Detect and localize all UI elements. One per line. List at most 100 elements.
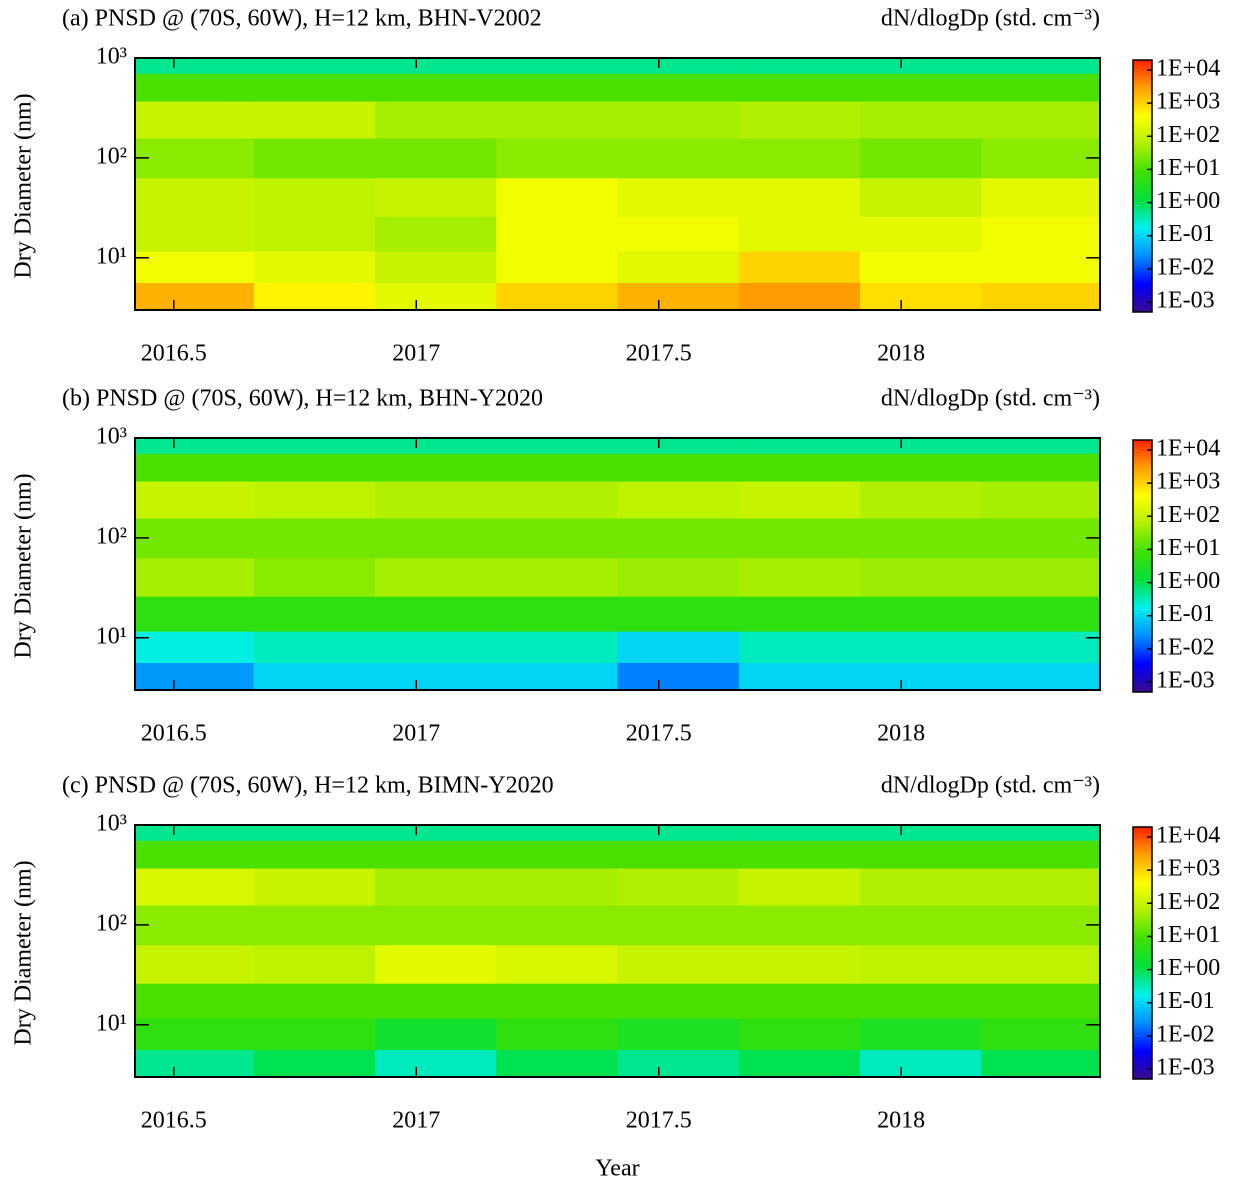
- heat-cell: [859, 662, 982, 690]
- heat-cell: [375, 58, 497, 74]
- heat-cell: [135, 438, 255, 454]
- heat-cell: [253, 518, 376, 559]
- heat-cell: [981, 1049, 1100, 1077]
- heat-cell: [617, 905, 740, 946]
- heat-cell: [253, 944, 376, 984]
- heat-cell: [981, 518, 1100, 559]
- heat-cell: [496, 518, 618, 559]
- heat-cell: [617, 1018, 740, 1050]
- heat-cell: [135, 596, 255, 632]
- heat-cell: [738, 177, 861, 217]
- colorbar-tick-label: 1E-03: [1156, 668, 1215, 694]
- heat-cell: [135, 1018, 255, 1050]
- heat-cell: [253, 631, 376, 663]
- heat-cell: [253, 825, 376, 841]
- heat-cell: [253, 453, 376, 482]
- heat-cell: [981, 101, 1100, 139]
- colorbar-tick-label: 1E-02: [1156, 254, 1215, 280]
- heat-cell: [738, 983, 861, 1019]
- heat-cell: [375, 138, 497, 179]
- heat-cell: [135, 983, 255, 1019]
- heat-cell: [617, 138, 740, 179]
- colorbar-tick-label: 1E+04: [1156, 822, 1220, 848]
- colorbar-tick-label: 1E+02: [1156, 889, 1220, 915]
- heat-cell: [859, 58, 982, 74]
- heat-cell: [859, 1018, 982, 1050]
- heat-cell: [135, 518, 255, 559]
- colorbar: [1132, 826, 1153, 1080]
- heat-cell: [738, 481, 861, 519]
- heat-cell: [617, 983, 740, 1019]
- heat-cell: [617, 662, 740, 690]
- heat-cell: [375, 216, 497, 252]
- heat-cell: [981, 944, 1100, 984]
- heat-cell: [859, 825, 982, 841]
- heat-cell: [135, 101, 255, 139]
- x-tick-label: 2016.5: [141, 341, 207, 367]
- heat-cell: [981, 825, 1100, 841]
- heat-cell: [859, 138, 982, 179]
- heat-cell: [135, 251, 255, 283]
- colorbar-tick-label: 1E-01: [1156, 221, 1215, 247]
- heat-cell: [496, 101, 618, 139]
- heat-cell: [859, 73, 982, 102]
- heat-cell: [859, 983, 982, 1019]
- heat-cell: [617, 596, 740, 632]
- heat-cell: [135, 944, 255, 984]
- heat-cell: [981, 58, 1100, 74]
- heat-cell: [375, 73, 497, 102]
- heat-cell: [496, 438, 618, 454]
- heat-cell: [375, 101, 497, 139]
- heat-cell: [135, 73, 255, 102]
- x-axis-label: Year: [595, 1156, 639, 1182]
- heat-cell: [253, 868, 376, 906]
- heat-cell: [859, 251, 982, 283]
- heat-cell: [738, 73, 861, 102]
- heat-cell: [135, 631, 255, 663]
- heat-cell: [981, 983, 1100, 1019]
- x-tick-label: 2017.5: [626, 1108, 692, 1134]
- heat-cell: [617, 438, 740, 454]
- x-tick-label: 2017: [392, 341, 440, 367]
- plot-frame: [134, 437, 1101, 691]
- colorbar-label: dN/dlogDp (std. cm⁻³): [881, 6, 1100, 32]
- heat-cell: [981, 177, 1100, 217]
- heat-cell: [135, 58, 255, 74]
- heat-cell: [135, 557, 255, 597]
- heat-cell: [981, 631, 1100, 663]
- y-axis-label: Dry Diameter (nm): [11, 93, 37, 278]
- heat-cell: [375, 662, 497, 690]
- heat-cell: [738, 840, 861, 869]
- heatmap: [135, 438, 1100, 690]
- heat-cell: [859, 453, 982, 482]
- heat-cell: [859, 481, 982, 519]
- heat-cell: [738, 825, 861, 841]
- heat-cell: [375, 251, 497, 283]
- heat-cell: [738, 282, 861, 310]
- heat-cell: [496, 73, 618, 102]
- heat-cell: [253, 216, 376, 252]
- x-tick-label: 2017.5: [626, 721, 692, 747]
- colorbar-tick-label: 1E+04: [1156, 55, 1220, 81]
- heat-cell: [375, 481, 497, 519]
- heat-cell: [253, 73, 376, 102]
- colorbar: [1132, 59, 1153, 313]
- colorbar-tick-label: 1E-02: [1156, 634, 1215, 660]
- y-tick-label: 10¹: [96, 623, 127, 649]
- colorbar-tick-label: 1E-02: [1156, 1021, 1215, 1047]
- heat-cell: [981, 453, 1100, 482]
- heat-cell: [738, 631, 861, 663]
- heat-cell: [135, 825, 255, 841]
- y-tick-label: 10²: [96, 910, 127, 936]
- heat-cell: [375, 438, 497, 454]
- heat-cell: [617, 282, 740, 310]
- heat-cell: [135, 868, 255, 906]
- colorbar-tick-label: 1E+01: [1156, 922, 1220, 948]
- heat-cell: [135, 216, 255, 252]
- heat-cell: [496, 453, 618, 482]
- plot-frame: [134, 824, 1101, 1078]
- x-tick-label: 2017.5: [626, 341, 692, 367]
- heat-cell: [496, 1049, 618, 1077]
- heat-cell: [738, 1018, 861, 1050]
- heat-cell: [981, 282, 1100, 310]
